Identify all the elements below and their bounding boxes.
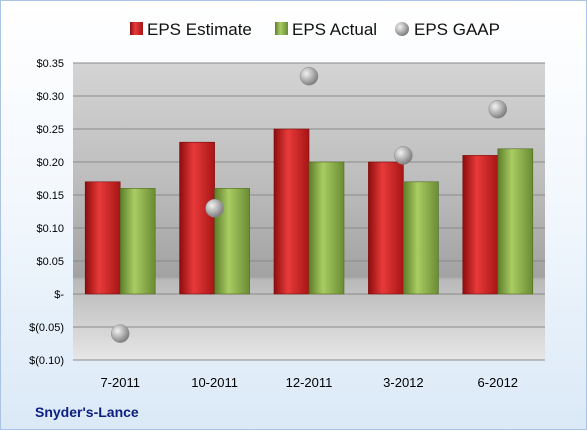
x-tick-label: 7-2011 [100,375,140,390]
x-tick-label: 10-2011 [191,375,238,390]
bar-eps-estimate [368,161,404,295]
legend-swatch-estimate [130,22,143,35]
point-eps-gaap [488,99,508,119]
bar-eps-actual [403,181,439,295]
gaap-points-layer [110,66,508,343]
y-tick-label: $0.30 [36,91,64,103]
x-axis-ticks: 7-2011 10-2011 12-2011 3-2012 6-2012 [100,375,518,390]
legend-label-estimate: EPS Estimate [147,20,252,39]
y-tick-label: $(0.10) [29,355,64,367]
point-eps-gaap [205,198,224,218]
x-tick-label: 6-2012 [478,375,518,390]
bar-eps-estimate [273,128,310,295]
bar-eps-estimate [84,181,121,295]
bars-layer [84,128,534,295]
bar-eps-actual [119,188,156,295]
bar-eps-estimate [179,141,215,295]
legend-swatch-gaap [395,22,409,36]
y-tick-label: $- [54,289,64,301]
x-tick-label: 12-2011 [286,375,333,390]
bar-eps-estimate [462,155,499,295]
y-tick-label: $0.25 [36,124,64,136]
point-eps-gaap [394,146,413,165]
point-eps-gaap [299,66,319,86]
y-tick-label: $(0.05) [29,322,64,334]
y-tick-label: $0.35 [36,58,64,70]
y-tick-label: $0.15 [36,190,64,202]
legend-label-actual: EPS Actual [292,20,377,39]
company-name: Snyder's-Lance [35,404,139,420]
bar-eps-actual [497,148,534,295]
y-tick-label: $0.20 [36,157,64,169]
y-tick-label: $0.05 [36,256,64,268]
y-tick-label: $0.10 [36,223,64,235]
x-tick-label: 3-2012 [383,375,423,390]
bar-eps-actual [308,161,345,295]
y-axis-ticks: $0.35 $0.30 $0.25 $0.20 $0.15 $0.10 $0.05 $- $(0… [29,58,64,367]
legend-swatch-actual [275,22,288,35]
legend-label-gaap: EPS GAAP [414,20,500,39]
legend: EPS Estimate EPS Actual EPS GAAP [130,20,500,39]
point-eps-gaap [110,324,130,343]
